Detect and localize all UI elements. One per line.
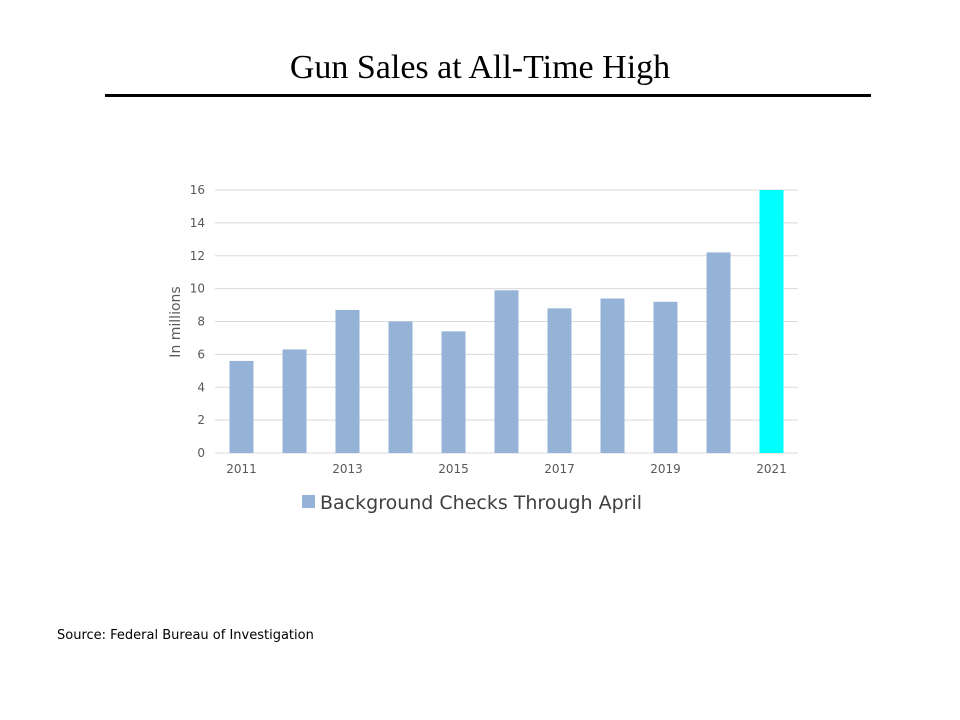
legend-label: Background Checks Through April [320,492,642,514]
y-axis-ticks: 0 2 4 6 8 10 12 14 16 [190,183,205,460]
x-tick-label: 2019 [650,462,681,476]
bar-2019 [653,301,678,453]
bar-2013 [335,309,360,453]
bar-2011 [229,360,254,453]
legend-swatch [302,495,315,508]
bar-2012 [282,349,307,453]
x-tick-label: 2021 [756,462,787,476]
bar-2018 [600,298,625,453]
y-tick-label: 12 [190,249,205,263]
x-axis-ticks: 2011 2013 2015 2017 2019 2021 [226,462,787,476]
x-tick-label: 2013 [332,462,363,476]
bar-2020 [706,252,731,453]
x-tick-label: 2011 [226,462,257,476]
bar-2014 [388,321,413,453]
bars [229,190,784,453]
y-axis-label: In millions [168,286,184,357]
source-note: Source: Federal Bureau of Investigation [57,628,314,643]
y-tick-label: 0 [197,446,205,460]
y-tick-label: 14 [190,216,205,230]
legend: Background Checks Through April [302,492,642,514]
gridlines [215,189,798,454]
x-tick-label: 2017 [544,462,575,476]
bar-2017 [547,308,572,453]
y-tick-label: 2 [197,413,205,427]
slide-title: Gun Sales at All-Time High [289,49,671,86]
x-tick-label: 2015 [438,462,469,476]
y-tick-label: 8 [197,315,205,329]
bar-2016 [494,290,519,453]
y-tick-label: 16 [190,183,205,197]
bar-2021 [759,190,784,453]
y-tick-label: 4 [197,380,205,394]
title-divider [105,94,871,97]
bar-2015 [441,331,466,453]
y-tick-label: 6 [197,347,205,361]
y-tick-label: 10 [190,282,205,296]
